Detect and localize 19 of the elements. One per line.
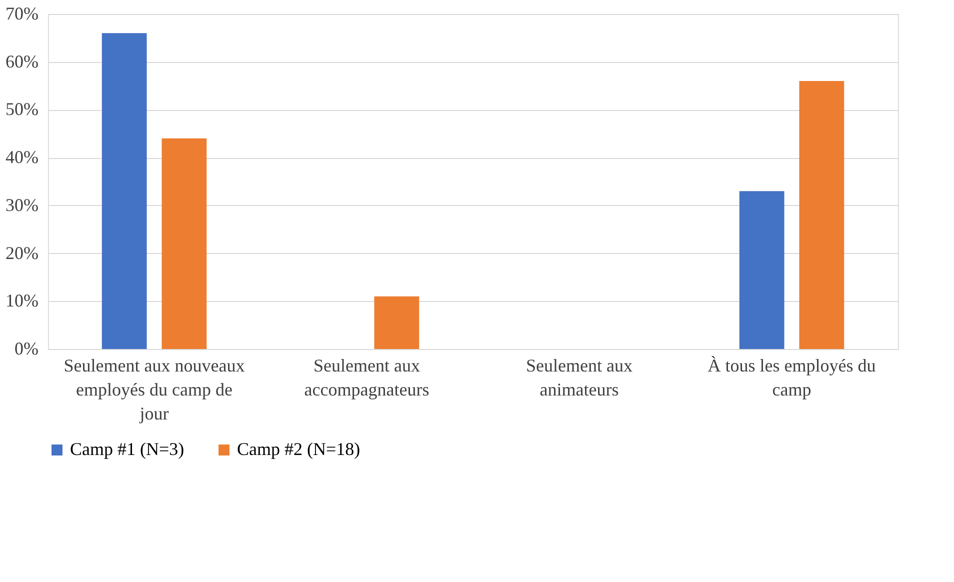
y-tick-label: 30% <box>6 194 38 215</box>
bar <box>739 191 784 349</box>
x-tick-label: À tous les employés du camp <box>708 356 876 400</box>
y-tick-label: 70% <box>6 4 38 24</box>
y-tick-label: 0% <box>14 338 38 358</box>
bar <box>799 81 844 349</box>
bar <box>162 138 207 349</box>
y-tick-label: 40% <box>6 147 38 168</box>
x-tick-label: Seulement aux accompagnateurs <box>304 356 430 400</box>
x-tick-label: Seulement aux nouveaux employés du camp de jour <box>64 356 245 424</box>
y-tick-label: 50% <box>6 99 38 120</box>
y-tick-label: 20% <box>6 242 38 263</box>
y-tick-label: 10% <box>6 290 38 311</box>
bar <box>102 33 147 349</box>
legend-label: Camp #2 (N=18) <box>237 439 360 459</box>
bar <box>374 296 420 349</box>
legend-label: Camp #1 (N=3) <box>70 439 184 459</box>
x-tick-label: Seulement aux animateurs <box>526 356 632 400</box>
y-tick-label: 60% <box>6 51 38 72</box>
